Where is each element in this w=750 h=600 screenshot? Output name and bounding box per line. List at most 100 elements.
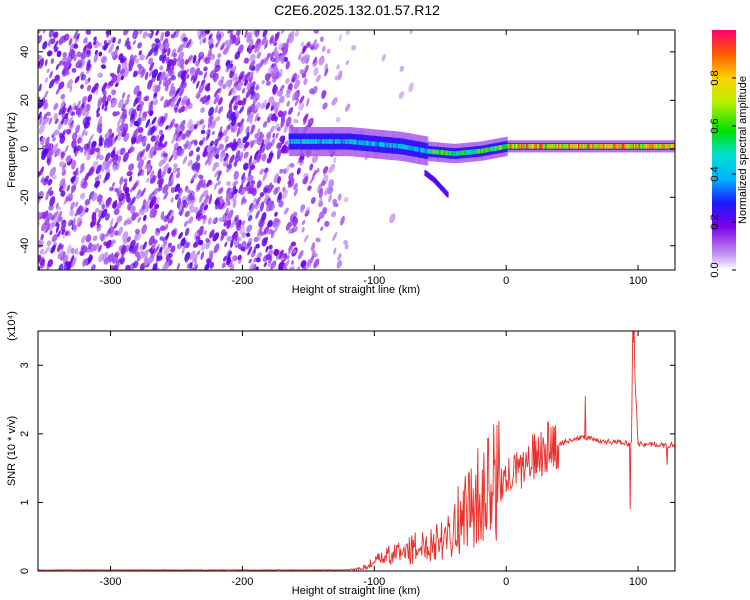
noise-speck xyxy=(217,180,221,186)
noise-speck xyxy=(185,129,190,137)
noise-speck xyxy=(64,260,69,266)
signal-core xyxy=(664,143,667,149)
noise-speck xyxy=(250,124,256,130)
noise-speck xyxy=(134,228,141,235)
noise-speck xyxy=(222,83,227,90)
noise-speck xyxy=(209,140,215,147)
noise-speck xyxy=(103,241,109,247)
signal-core xyxy=(609,143,612,149)
noise-speck xyxy=(147,79,153,90)
signal-core xyxy=(508,143,511,149)
noise-speck xyxy=(252,263,257,270)
signal-core xyxy=(333,139,336,144)
signal-core xyxy=(436,149,440,155)
noise-speck xyxy=(41,148,48,157)
noise-speck xyxy=(280,144,287,154)
noise-speck xyxy=(142,31,148,39)
noise-speck xyxy=(274,211,278,217)
noise-speck xyxy=(270,137,276,147)
noise-speck xyxy=(228,104,233,114)
noise-speck xyxy=(257,227,261,237)
noise-speck xyxy=(143,96,148,102)
noise-speck xyxy=(124,188,130,195)
noise-speck xyxy=(38,123,45,135)
signal-core xyxy=(330,139,333,144)
noise-speck xyxy=(285,116,292,127)
noise-speck xyxy=(242,198,247,204)
noise-speck xyxy=(102,94,107,104)
noise-speck xyxy=(162,184,169,194)
noise-speck xyxy=(112,111,118,117)
noise-speck xyxy=(135,133,143,144)
signal-core xyxy=(580,143,583,149)
noise-speck xyxy=(159,65,164,71)
noise-speck xyxy=(64,145,69,153)
noise-speck xyxy=(310,45,315,51)
signal-core xyxy=(428,148,431,154)
noise-speck xyxy=(241,172,246,181)
signal-core xyxy=(476,149,479,154)
noise-speck xyxy=(51,174,57,180)
signal-core xyxy=(358,140,361,145)
signal-core xyxy=(378,141,381,147)
noise-speck xyxy=(158,133,165,144)
noise-speck xyxy=(303,234,309,243)
noise-speck xyxy=(96,122,102,133)
noise-speck xyxy=(203,230,207,236)
signal-core xyxy=(423,148,427,153)
noise-speck xyxy=(244,141,250,149)
noise-speck xyxy=(120,245,127,255)
noise-speck xyxy=(129,146,135,153)
noise-speck xyxy=(109,158,113,164)
noise-speck xyxy=(47,178,53,186)
noise-speck xyxy=(56,50,62,58)
noise-speck xyxy=(142,241,147,250)
noise-speck xyxy=(145,118,151,128)
noise-speck xyxy=(61,55,66,62)
signal-core xyxy=(631,143,634,149)
noise-speck xyxy=(248,262,255,270)
noise-speck xyxy=(99,137,103,146)
noise-speck xyxy=(181,133,187,140)
noise-speck xyxy=(208,155,213,166)
noise-speck xyxy=(147,33,153,38)
noise-speck xyxy=(203,71,208,80)
signal-core xyxy=(507,143,510,149)
top-xlabel: Height of straight line (km) xyxy=(292,284,420,296)
noise-speck xyxy=(267,52,272,58)
noise-speck xyxy=(333,247,337,255)
signal-core xyxy=(568,143,571,149)
signal-core xyxy=(483,148,486,153)
noise-speck xyxy=(84,78,89,85)
noise-speck xyxy=(286,89,292,95)
noise-speck xyxy=(238,70,245,80)
noise-speck xyxy=(268,244,273,250)
noise-speck xyxy=(165,125,169,130)
signal-core xyxy=(474,149,478,154)
noise-speck xyxy=(190,74,195,82)
noise-speck xyxy=(123,220,128,226)
noise-speck xyxy=(256,180,262,189)
signal-core xyxy=(535,143,538,149)
signal-core xyxy=(349,139,352,144)
noise-speck xyxy=(338,34,342,42)
noise-speck xyxy=(48,117,53,125)
signal-core xyxy=(444,150,447,156)
noise-speck xyxy=(107,254,112,261)
noise-speck xyxy=(155,196,160,205)
signal-core xyxy=(438,149,441,155)
signal-core xyxy=(377,141,380,147)
noise-speck xyxy=(336,64,340,70)
signal-core xyxy=(498,145,501,151)
noise-speck xyxy=(299,95,305,104)
noise-speck xyxy=(199,202,205,213)
signal-core xyxy=(458,150,461,156)
signal-core xyxy=(526,143,529,149)
noise-speck xyxy=(80,84,84,90)
noise-speck xyxy=(296,167,301,175)
noise-speck xyxy=(122,182,128,191)
noise-speck xyxy=(196,250,201,256)
noise-speck xyxy=(279,168,284,174)
signal-core xyxy=(613,143,616,149)
noise-speck xyxy=(237,254,242,261)
